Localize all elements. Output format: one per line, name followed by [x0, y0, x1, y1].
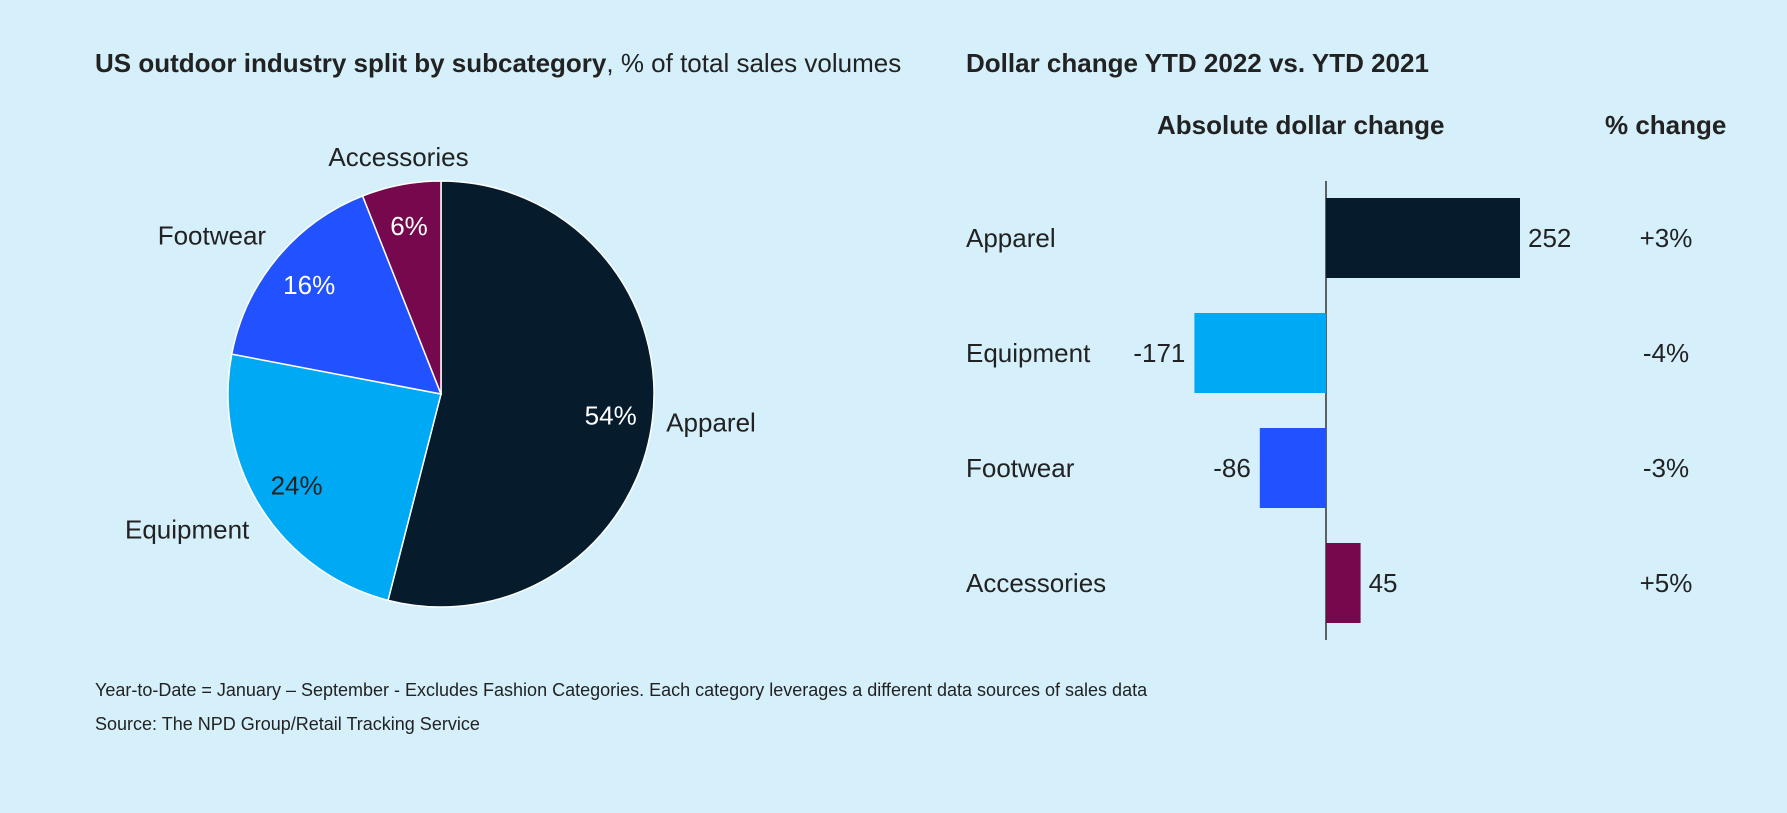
bar-category-label-equipment: Equipment [966, 338, 1091, 368]
bar-apparel [1326, 198, 1520, 278]
absolute-change-header: Absolute dollar change [1157, 110, 1445, 140]
pct-change-label-apparel: +3% [1640, 223, 1693, 253]
bar-value-label-equipment: -171 [1133, 338, 1185, 368]
pie-category-label-accessories: Accessories [328, 142, 468, 172]
bar-category-label-footwear: Footwear [966, 453, 1075, 483]
pct-change-label-equipment: -4% [1643, 338, 1689, 368]
pie-slice-equipment [227, 353, 442, 602]
pie-slice-apparel [387, 180, 655, 608]
bar-value-label-apparel: 252 [1528, 223, 1571, 253]
pie-title-bold: US outdoor industry split by subcategory [95, 48, 607, 78]
bar-footwear [1259, 428, 1326, 508]
pie-chart: 54% Apparel 24% Equipment 16% Footwear 6% Acces… [125, 142, 756, 608]
bar-accessories [1326, 543, 1361, 623]
pie-value-label-footwear: 16% [283, 270, 335, 300]
pie-value-label-equipment: 24% [271, 471, 323, 501]
pie-title-rest: , % of total sales volumes [606, 48, 902, 78]
bar-value-label-footwear: -86 [1213, 453, 1251, 483]
pct-change-label-footwear: -3% [1643, 453, 1689, 483]
footnote: Year-to-Date = January – September - Exc… [95, 680, 1148, 700]
bar-category-label-accessories: Accessories [966, 568, 1106, 598]
pie-category-label-equipment: Equipment [125, 515, 250, 545]
pie-chart-title: US outdoor industry split by subcategory… [95, 48, 901, 79]
pie-value-label-apparel: 54% [585, 400, 637, 430]
bar-chart-title: Dollar change YTD 2022 vs. YTD 2021 [966, 48, 1429, 78]
source-note: Source: The NPD Group/Retail Tracking Se… [95, 714, 480, 734]
percent-change-header: % change [1605, 110, 1727, 140]
pie-slice-footwear [230, 194, 443, 395]
pie-category-label-apparel: Apparel [666, 408, 756, 438]
bar-value-label-accessories: 45 [1369, 568, 1398, 598]
pie-value-label-accessories: 6% [390, 211, 428, 241]
bar-chart: Apparel 252 +3% Equipment -171 -4% Footwear -86… [966, 181, 1692, 640]
pie-slice-accessories [361, 180, 442, 395]
pct-change-label-accessories: +5% [1640, 568, 1693, 598]
pie-category-label-footwear: Footwear [158, 220, 267, 250]
bar-equipment [1194, 313, 1326, 393]
bar-category-label-apparel: Apparel [966, 223, 1056, 253]
